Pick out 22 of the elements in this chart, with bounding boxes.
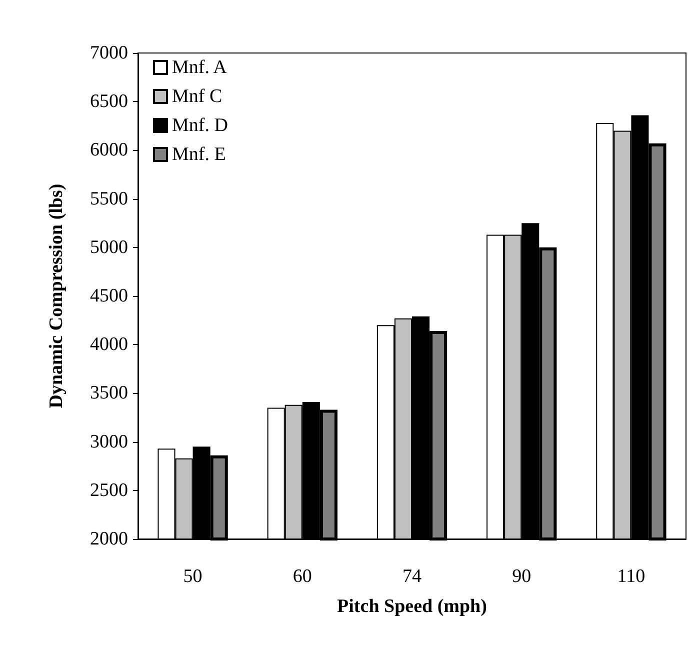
y-tick-label: 6500 — [90, 91, 128, 112]
x-tick-label: 90 — [512, 566, 532, 587]
legend-label: Mnf. A — [172, 57, 228, 78]
legend-label: Mnf. D — [172, 115, 228, 136]
x-axis-title: Pitch Speed (mph) — [337, 596, 487, 617]
x-tick-label: 60 — [292, 566, 312, 587]
x-tick-label: 110 — [617, 566, 646, 587]
y-tick-label: 4000 — [90, 334, 128, 356]
y-tick-label: 4500 — [90, 286, 128, 306]
y-tick-label: 6000 — [90, 140, 128, 161]
legend-label: Mnf. E — [172, 144, 226, 165]
x-tick-label: 50 — [183, 566, 202, 587]
y-axis-title: Dynamic Compression (lbs) — [46, 184, 67, 408]
y-tick-label: 5000 — [90, 236, 128, 258]
y-tick-label: 2500 — [90, 480, 128, 501]
y-tick-label: 2000 — [90, 528, 128, 550]
y-tick-label: 5500 — [90, 188, 128, 210]
y-tick-label: 7000 — [90, 42, 128, 64]
legend-label: Mnf C — [172, 86, 222, 107]
y-tick-label: 3500 — [90, 382, 128, 404]
x-tick-label: 74 — [402, 566, 422, 587]
y-tick-label: 3000 — [90, 431, 128, 452]
